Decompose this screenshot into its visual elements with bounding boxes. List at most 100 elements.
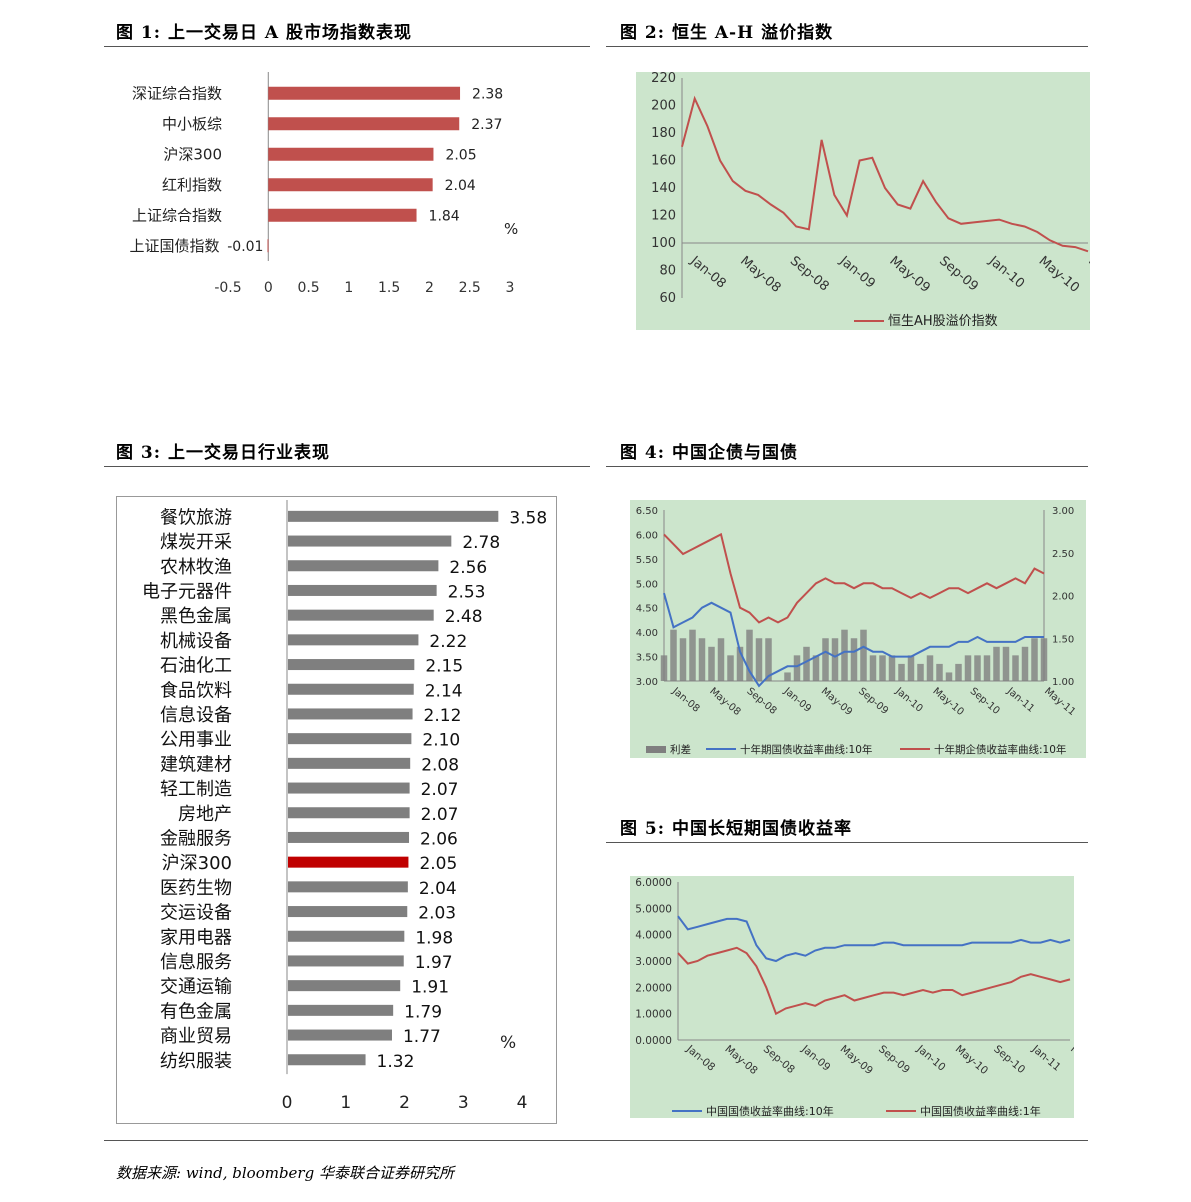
fig3-category-label: 石油化工 [160, 656, 232, 677]
fig3-category-label: 信息服务 [160, 952, 232, 973]
fig1-category-label: 深证综合指数 [132, 84, 222, 102]
fig3-bar [288, 1004, 394, 1016]
fig2-series-line-0 [681, 95, 1089, 253]
fig1-bar [268, 86, 461, 100]
fig1-value-label: -0.01 [227, 239, 263, 255]
fig4-ytick-right-label: 1.00 [1052, 677, 1074, 688]
fig5-series-line-0 [677, 915, 1071, 963]
fig1-bar [268, 147, 434, 161]
fig4-rule [606, 466, 1088, 467]
fig2-background [636, 72, 1090, 330]
fig5-series-line-1 [677, 946, 1071, 1016]
fig5-background [630, 876, 1074, 1118]
fig5-ytick-label: 4.0000 [635, 930, 672, 942]
fig3-value-label: 2.10 [422, 731, 460, 751]
fig5-svg: 0.0000 1.0000 2.0000 3.0000 4.0000 5.0000 6.00… [630, 876, 1074, 1118]
fig4-spread-bar [993, 646, 1000, 681]
fig3-rule [104, 466, 590, 467]
fig5-ytick-label: 5.0000 [635, 903, 672, 915]
fig4-ytick-label: 4.00 [636, 628, 658, 639]
fig3-value-label: 2.15 [425, 657, 463, 677]
fig3-category-label: 商业贸易 [160, 1026, 232, 1047]
fig1-bar [268, 208, 417, 222]
fig4-spread-bar [1031, 638, 1038, 681]
fig4-background [630, 500, 1086, 758]
fig3-category-label: 信息设备 [160, 705, 232, 726]
fig4-series-line-2 [663, 532, 1045, 624]
fig3-value-label: 3.58 [509, 508, 547, 528]
fig1-bar [267, 239, 269, 253]
fig3-bar [288, 831, 410, 843]
fig2-ytick-label: 140 [651, 181, 676, 196]
fig3-category-label: 沪深300 [162, 853, 232, 874]
fig4-spread-bar [841, 629, 848, 681]
fig3-category-label: 金融服务 [160, 828, 232, 849]
fig4-ytick-label: 3.00 [636, 677, 658, 688]
fig1-tick-label: 2 [425, 280, 434, 296]
fig3-tick-label: 4 [517, 1093, 528, 1113]
fig5-title: 图 5: 中国长短期国债收益率 [620, 819, 852, 839]
fig3-title: 图 3: 上一交易日行业表现 [116, 443, 330, 463]
fig4-legend-swatch [646, 746, 666, 753]
fig3-value-label: 2.78 [462, 533, 500, 553]
fig4-spread-bar [860, 629, 867, 681]
fig4-spread-bar [679, 638, 687, 681]
fig1-category-label: 上证综合指数 [132, 206, 222, 224]
fig4-spread-bar [850, 638, 858, 681]
fig1-tick-label: 1 [344, 280, 353, 296]
fig3-value-label: 2.07 [421, 805, 459, 825]
fig1-unit-label: % [504, 220, 518, 238]
fig1-tick-label: -0.5 [214, 280, 241, 296]
fig1-rule [104, 46, 590, 47]
fig4-svg: 3.00 3.50 4.00 4.50 5.00 5.50 6.00 6.50 1.00 1.50… [630, 500, 1086, 758]
fig3-category-label: 交通运输 [160, 977, 232, 998]
fig3-bar [288, 733, 412, 745]
fig3-bar [288, 856, 409, 868]
fig4-spread-bar [917, 663, 924, 681]
fig1-category-label: 中小板综 [162, 115, 222, 133]
fig4-spread-bar [831, 638, 839, 681]
fig4-series-line-1 [663, 592, 1044, 688]
fig4-spread-bar [936, 663, 943, 681]
fig3-value-label: 2.06 [420, 829, 458, 849]
fig3-category-label: 纺织服装 [160, 1051, 232, 1072]
fig5-ytick-label: 3.0000 [635, 956, 672, 968]
fig4-spread-bar [1012, 655, 1019, 681]
fig1-value-label: 2.37 [471, 117, 502, 133]
fig3-value-label: 1.79 [404, 1002, 442, 1022]
fig1-category-label: 上证国债指数 [129, 237, 219, 255]
fig4-spread-bar [964, 655, 972, 681]
fig3-value-label: 2.53 [448, 582, 486, 602]
fig4-spread-bar [793, 655, 801, 681]
fig4-spread-bar [898, 663, 905, 681]
fig3-value-label: 2.08 [421, 755, 459, 775]
fig1-value-label: 1.84 [429, 208, 460, 224]
fig1-value-label: 2.04 [445, 178, 476, 194]
fig3-value-label: 2.12 [424, 706, 462, 726]
fig2-ytick-label: 80 [659, 264, 676, 279]
fig1-tick-label: 3 [506, 280, 515, 296]
fig2-ytick-label: 160 [651, 154, 676, 169]
fig4-spread-bar [689, 629, 696, 681]
source-note: 数据来源: wind, bloomberg 华泰联合证券研究所 [116, 1164, 454, 1182]
fig4-legend-label: 十年期国债收益率曲线:10年 [740, 743, 872, 756]
fig2-rule [606, 46, 1088, 47]
fig4-ytick-label: 5.00 [636, 579, 658, 590]
fig3-category-label: 农林牧渔 [160, 557, 232, 578]
fig5-ytick-label: 2.0000 [635, 982, 672, 994]
fig3-category-label: 交运设备 [160, 903, 232, 924]
fig5-rule [606, 842, 1088, 843]
fig2-legend-label: 恒生AH股溢价指数 [888, 314, 998, 329]
fig4-spread-bar [1021, 646, 1029, 681]
fig3-value-label: 2.56 [449, 558, 487, 578]
fig5-ytick-label: 0.0000 [635, 1035, 672, 1047]
fig1-chart: 2.38 深证综合指数 2.37 中小板综 2.05 沪深300 2.04 红利指数 1.84 上… [110, 62, 530, 312]
fig2-ytick-label: 60 [659, 291, 676, 306]
fig4-title: 图 4: 中国企债与国债 [620, 443, 798, 463]
fig3-category-label: 食品饮料 [160, 680, 232, 701]
fig3-category-label: 建筑建材 [160, 754, 232, 775]
fig3-bar [288, 634, 419, 646]
fig4-spread-bar [945, 672, 953, 681]
fig3-bar [288, 906, 408, 918]
